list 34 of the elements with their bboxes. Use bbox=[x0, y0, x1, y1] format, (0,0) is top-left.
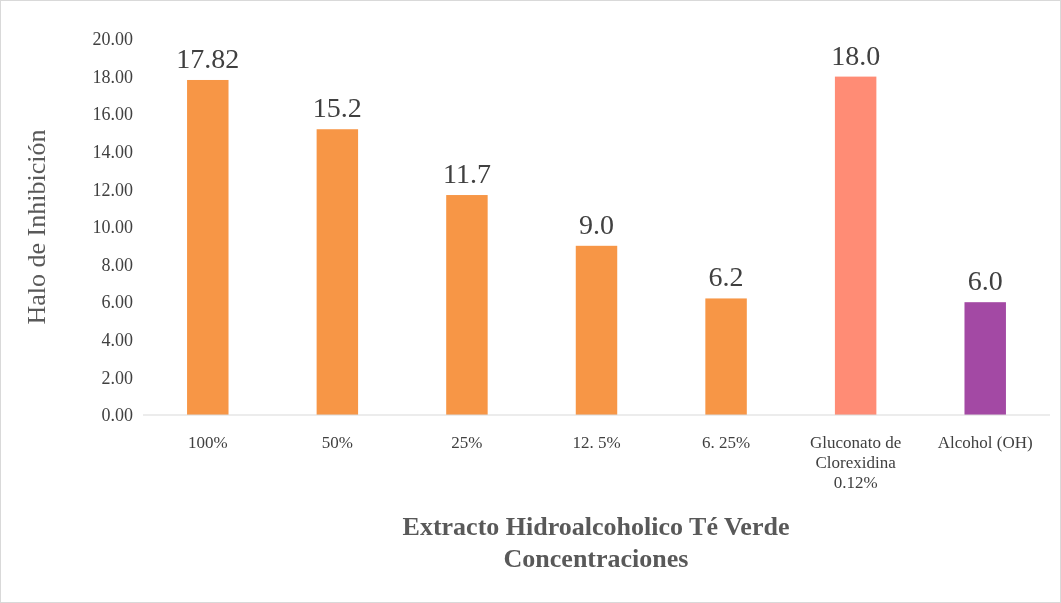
bar bbox=[964, 302, 1006, 415]
y-tick-label: 18.00 bbox=[92, 66, 133, 87]
data-label: 18.0 bbox=[831, 39, 881, 71]
bar bbox=[705, 298, 747, 415]
data-label: 11.7 bbox=[442, 158, 491, 190]
y-tick-label: 6.00 bbox=[101, 292, 133, 313]
bar bbox=[834, 76, 877, 415]
x-tick-label: 12. 5% bbox=[572, 433, 621, 452]
y-tick-label: 16.00 bbox=[92, 104, 133, 125]
y-axis-title: Halo de Inhibición bbox=[22, 129, 51, 325]
bar bbox=[187, 79, 229, 415]
y-tick-label: 10.00 bbox=[92, 217, 133, 238]
y-tick-label: 20.00 bbox=[92, 29, 133, 50]
y-tick-label: 0.00 bbox=[101, 405, 133, 426]
x-tick-label: 25% bbox=[451, 433, 483, 452]
x-tick-label: Gluconato de Clorexidina 0.12% bbox=[810, 433, 902, 492]
x-axis-title: Extracto Hidroalcoholico Té Verde Concentraciones bbox=[402, 512, 790, 573]
y-tick-label: 14.00 bbox=[92, 142, 133, 163]
data-label: 6.0 bbox=[967, 265, 1003, 297]
y-tick-label: 2.00 bbox=[101, 367, 133, 388]
y-tick-label: 4.00 bbox=[101, 330, 133, 351]
bar bbox=[316, 129, 359, 415]
data-label: 17.82 bbox=[176, 42, 240, 74]
bar bbox=[575, 245, 618, 415]
x-tick-label: 50% bbox=[321, 433, 353, 452]
data-label: 15.2 bbox=[312, 92, 362, 124]
data-label: 6.2 bbox=[708, 261, 744, 293]
y-tick-label: 8.00 bbox=[101, 254, 133, 275]
data-label: 9.0 bbox=[579, 208, 614, 240]
bar bbox=[446, 195, 488, 415]
x-tick-label: Alcohol (OH) bbox=[937, 433, 1033, 452]
x-tick-label: 6. 25% bbox=[701, 433, 751, 452]
x-tick-label: 100% bbox=[187, 433, 228, 452]
y-tick-label: 12.00 bbox=[92, 179, 133, 200]
